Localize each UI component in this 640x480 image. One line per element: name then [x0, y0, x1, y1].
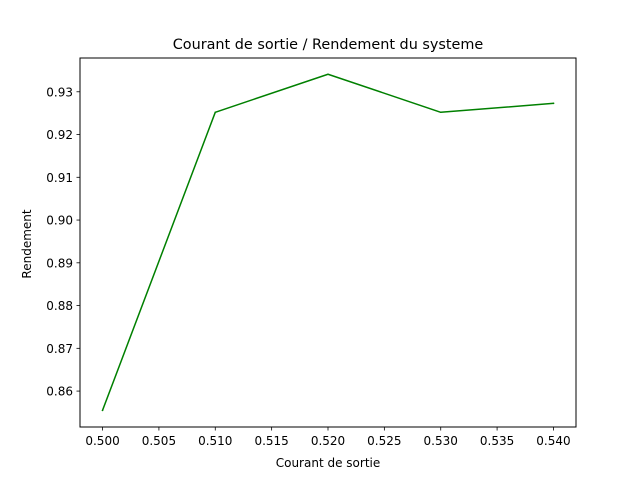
x-tick-label: 0.535	[480, 434, 514, 448]
plot-area-frame	[79, 57, 577, 428]
y-axis-ticks: 0.86 0.87 0.88 0.89 0.90 0.91 0.92 0.93	[46, 85, 80, 399]
x-tick-label: 0.500	[85, 434, 119, 448]
x-axis-label: Courant de sortie	[276, 456, 381, 470]
y-tick-label: 0.91	[46, 171, 73, 185]
series-layer	[101, 73, 555, 412]
x-tick-label: 0.540	[536, 434, 570, 448]
chart-title: Courant de sortie / Rendement du systeme	[173, 37, 484, 53]
data-point	[327, 73, 329, 75]
y-tick-label: 0.93	[46, 85, 73, 99]
data-point	[552, 102, 555, 105]
data-point	[214, 111, 217, 114]
data-point	[439, 111, 442, 114]
y-tick-label: 0.86	[46, 385, 73, 399]
y-tick-label: 0.87	[46, 342, 73, 356]
y-tick-label: 0.92	[46, 128, 73, 142]
y-tick-label: 0.88	[46, 299, 73, 313]
x-axis-ticks: 0.500 0.505 0.510 0.515 0.520 0.525 0.530 0.535…	[85, 427, 571, 448]
data-point	[101, 409, 104, 412]
x-tick-label: 0.515	[254, 434, 288, 448]
y-axis-label: Rendement	[20, 209, 34, 278]
x-tick-label: 0.520	[311, 434, 345, 448]
x-tick-label: 0.505	[142, 434, 176, 448]
y-tick-label: 0.90	[46, 214, 73, 228]
x-tick-label: 0.510	[198, 434, 232, 448]
x-tick-label: 0.525	[367, 434, 401, 448]
y-tick-label: 0.89	[46, 256, 73, 270]
x-tick-label: 0.530	[424, 434, 458, 448]
